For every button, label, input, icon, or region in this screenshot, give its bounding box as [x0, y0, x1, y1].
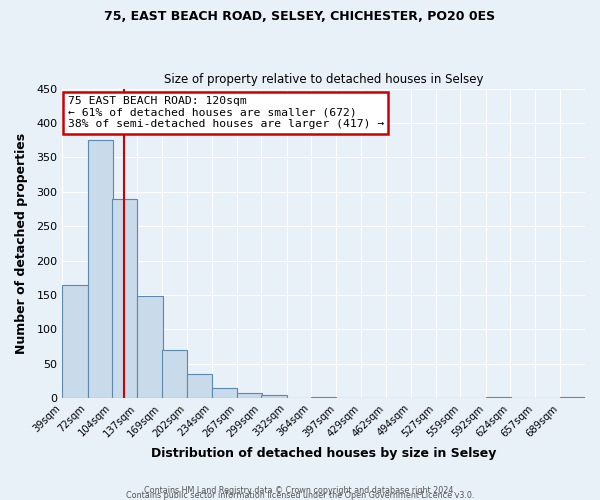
- Bar: [560, 397, 585, 398]
- Bar: [88, 140, 113, 398]
- Text: Contains HM Land Registry data © Crown copyright and database right 2024.: Contains HM Land Registry data © Crown c…: [144, 486, 456, 495]
- Bar: [237, 394, 262, 398]
- Bar: [485, 397, 511, 398]
- Bar: [187, 374, 212, 398]
- X-axis label: Distribution of detached houses by size in Selsey: Distribution of detached houses by size …: [151, 447, 496, 460]
- Text: 75 EAST BEACH ROAD: 120sqm
← 61% of detached houses are smaller (672)
38% of sem: 75 EAST BEACH ROAD: 120sqm ← 61% of deta…: [68, 96, 384, 130]
- Title: Size of property relative to detached houses in Selsey: Size of property relative to detached ho…: [164, 73, 484, 86]
- Bar: [112, 198, 137, 398]
- Bar: [62, 284, 88, 398]
- Bar: [137, 296, 163, 398]
- Bar: [311, 397, 336, 398]
- Bar: [261, 394, 287, 398]
- Bar: [162, 350, 187, 398]
- Y-axis label: Number of detached properties: Number of detached properties: [15, 133, 28, 354]
- Text: Contains public sector information licensed under the Open Government Licence v3: Contains public sector information licen…: [126, 490, 474, 500]
- Bar: [212, 388, 237, 398]
- Text: 75, EAST BEACH ROAD, SELSEY, CHICHESTER, PO20 0ES: 75, EAST BEACH ROAD, SELSEY, CHICHESTER,…: [104, 10, 496, 23]
